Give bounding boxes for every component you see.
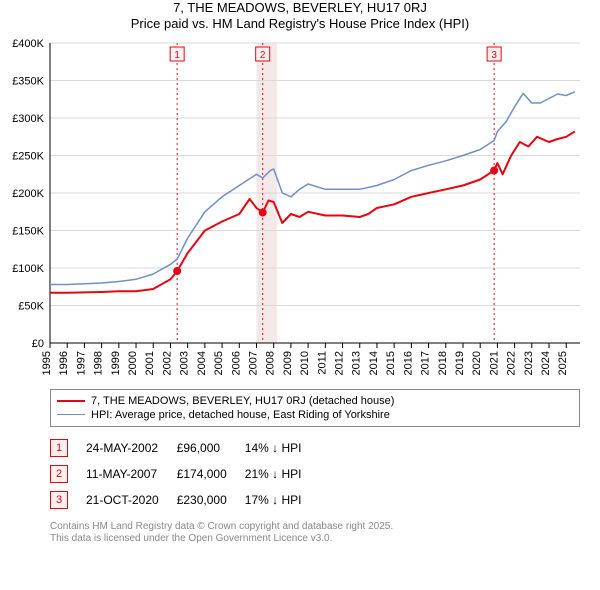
x-tick-label: 2011 (316, 351, 328, 375)
x-tick-label: 2002 (161, 351, 173, 375)
sale-point (490, 166, 498, 174)
attribution-footer: Contains HM Land Registry data © Crown c… (50, 521, 580, 546)
sale-date: 21-OCT-2020 (86, 487, 177, 513)
y-tick-label: £50K (18, 300, 44, 312)
sales-row: 2 11-MAY-2007£174,00021% ↓ HPI (50, 461, 319, 487)
marker-flag: 3 (491, 50, 497, 61)
marker-flag: 1 (174, 50, 180, 61)
sale-marker-box: 1 (50, 439, 68, 457)
y-tick-label: £350K (12, 75, 44, 87)
chart-titles: 7, THE MEADOWS, BEVERLEY, HU17 0RJ Price… (0, 0, 600, 33)
legend: 7, THE MEADOWS, BEVERLEY, HU17 0RJ (deta… (50, 389, 580, 427)
x-tick-label: 2023 (523, 351, 535, 375)
x-tick-label: 2003 (179, 351, 191, 375)
legend-item: 7, THE MEADOWS, BEVERLEY, HU17 0RJ (deta… (57, 394, 573, 408)
legend-label: 7, THE MEADOWS, BEVERLEY, HU17 0RJ (deta… (91, 395, 394, 407)
x-tick-label: 2005 (213, 351, 225, 375)
x-tick-label: 1995 (41, 351, 53, 375)
y-tick-label: £0 (32, 338, 44, 350)
sale-date: 11-MAY-2007 (86, 461, 177, 487)
legend-swatch (57, 400, 85, 402)
x-tick-label: 1997 (75, 351, 87, 375)
sales-row: 1 24-MAY-2002£96,00014% ↓ HPI (50, 435, 319, 461)
x-tick-label: 2018 (437, 351, 449, 375)
legend-item: HPI: Average price, detached house, East… (57, 408, 573, 422)
legend-swatch (57, 414, 85, 415)
x-tick-label: 2014 (368, 351, 380, 375)
x-tick-label: 2016 (402, 351, 414, 375)
y-tick-label: £300K (12, 113, 44, 125)
x-tick-label: 2024 (540, 351, 552, 375)
x-tick-label: 2010 (299, 351, 311, 375)
x-tick-label: 2000 (127, 351, 139, 375)
sale-marker-box: 2 (50, 465, 68, 483)
y-tick-label: £150K (12, 225, 44, 237)
x-tick-label: 2009 (282, 351, 294, 375)
x-tick-label: 2025 (557, 351, 569, 375)
x-tick-label: 2013 (351, 351, 363, 375)
y-tick-label: £200K (12, 188, 44, 200)
sales-table: 1 24-MAY-2002£96,00014% ↓ HPI 2 11-MAY-2007… (50, 435, 580, 513)
sale-price: £230,000 (177, 487, 245, 513)
sale-delta: 17% ↓ HPI (245, 487, 320, 513)
y-tick-label: £250K (12, 150, 44, 162)
y-tick-label: £100K (12, 263, 44, 275)
footer-line-1: Contains HM Land Registry data © Crown c… (50, 521, 580, 534)
sales-row: 3 21-OCT-2020£230,00017% ↓ HPI (50, 487, 319, 513)
sale-price: £96,000 (177, 435, 245, 461)
x-tick-label: 2001 (144, 351, 156, 375)
title-line-2: Price paid vs. HM Land Registry's House … (0, 16, 600, 32)
x-tick-label: 2015 (385, 351, 397, 375)
x-tick-label: 2019 (454, 351, 466, 375)
x-tick-label: 1996 (58, 351, 70, 375)
sale-point (173, 267, 181, 275)
x-tick-label: 2008 (265, 351, 277, 375)
x-tick-label: 1999 (110, 351, 122, 375)
x-tick-label: 2017 (420, 351, 432, 375)
sale-delta: 14% ↓ HPI (245, 435, 320, 461)
line-chart-svg: £0 £50K £100K £150K £200K £250K £300K £350K £400… (0, 33, 600, 383)
x-tick-label: 2004 (196, 351, 208, 375)
x-tick-label: 1998 (93, 351, 105, 375)
title-line-1: 7, THE MEADOWS, BEVERLEY, HU17 0RJ (0, 0, 600, 16)
x-tick-label: 2022 (506, 351, 518, 375)
x-tick-label: 2012 (334, 351, 346, 375)
x-tick-label: 2006 (230, 351, 242, 375)
x-tick-label: 2020 (471, 351, 483, 375)
legend-label: HPI: Average price, detached house, East… (91, 409, 390, 421)
sale-delta: 21% ↓ HPI (245, 461, 320, 487)
sale-point (259, 208, 267, 216)
y-tick-label: £400K (12, 38, 44, 50)
sale-marker-box: 3 (50, 491, 68, 509)
x-tick-label: 2007 (247, 351, 259, 375)
footer-line-2: This data is licensed under the Open Gov… (50, 533, 580, 546)
chart-area: £0 £50K £100K £150K £200K £250K £300K £350K £400… (0, 33, 600, 383)
sale-date: 24-MAY-2002 (86, 435, 177, 461)
marker-flag: 2 (260, 50, 266, 61)
x-tick-label: 2021 (488, 351, 500, 375)
sale-price: £174,000 (177, 461, 245, 487)
